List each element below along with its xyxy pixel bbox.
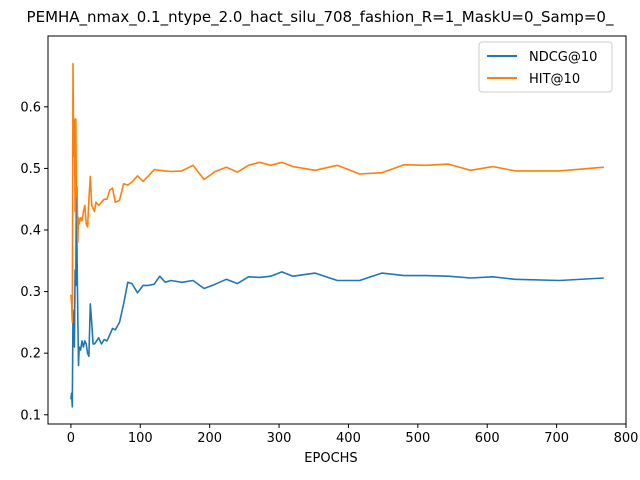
- x-tick-label: 600: [475, 431, 500, 446]
- y-tick-label: 0.4: [20, 224, 41, 239]
- y-tick-label: 0.5: [20, 162, 41, 177]
- legend-label-hit: HIT@10: [529, 72, 580, 87]
- legend: NDCG@10 HIT@10: [478, 41, 613, 93]
- x-tick-label: 0: [67, 431, 75, 446]
- legend-label-ndcg: NDCG@10: [529, 50, 597, 65]
- x-tick-label: 100: [128, 431, 153, 446]
- x-axis-label: EPOCHS: [304, 451, 357, 466]
- x-tick-label: 700: [544, 431, 569, 446]
- x-tick-label: 400: [336, 431, 361, 446]
- x-tick-label: 500: [405, 431, 430, 446]
- chart-title: PEMHA_nmax_0.1_ntype_2.0_hact_silu_708_f…: [27, 8, 614, 27]
- axes-frame: [47, 35, 627, 425]
- series-line-hit: [70, 62, 604, 324]
- y-tick-label: 0.6: [20, 100, 41, 115]
- y-tick-label: 0.2: [20, 347, 41, 362]
- y-tick-label: 0.1: [20, 408, 41, 423]
- x-tick-label: 300: [267, 431, 292, 446]
- y-tick-label: 0.3: [20, 285, 41, 300]
- series-line-ndcg: [70, 189, 604, 408]
- x-tick-label: 800: [614, 431, 639, 446]
- plot-area: [70, 62, 604, 408]
- legend-box: [478, 41, 613, 93]
- axis-ticks: 0 100 200 300 400 500 600 700 800 0.1 0.2 0.3 0.4 0.5…: [20, 100, 638, 446]
- x-tick-label: 200: [197, 431, 222, 446]
